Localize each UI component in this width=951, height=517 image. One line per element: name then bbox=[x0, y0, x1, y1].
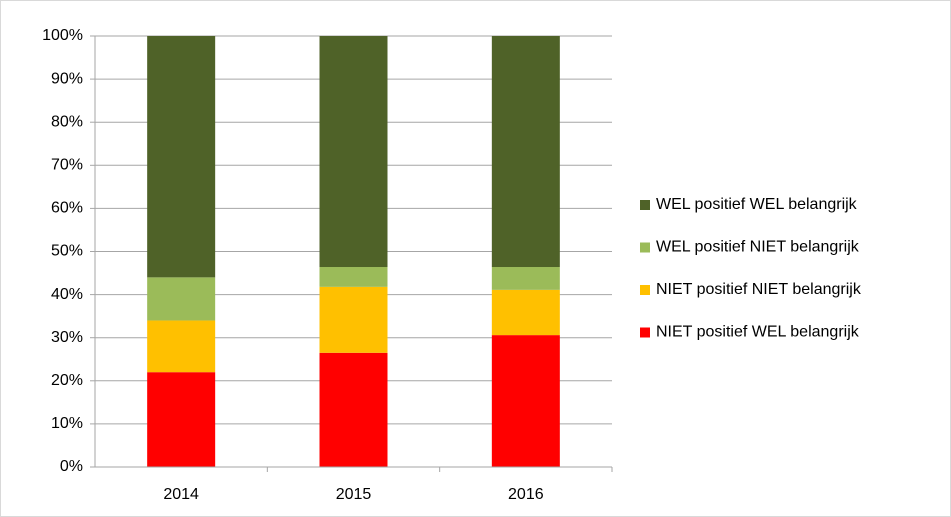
y-tick-label: 70% bbox=[51, 157, 83, 174]
y-tick-label: 50% bbox=[51, 243, 83, 260]
legend-label: NIET positief NIET belangrijk bbox=[656, 281, 862, 298]
legend-label: NIET positief WEL belangrijk bbox=[656, 324, 860, 341]
bar-segment bbox=[319, 352, 388, 467]
legend-label: WEL positief NIET belangrijk bbox=[656, 239, 860, 256]
x-tick-label: 2015 bbox=[336, 486, 372, 503]
bar-segment bbox=[491, 267, 560, 290]
bar-segment bbox=[319, 36, 388, 268]
legend-swatch bbox=[640, 285, 650, 295]
y-tick-label: 90% bbox=[51, 70, 83, 87]
x-tick-label: 2016 bbox=[508, 486, 544, 503]
y-tick-label: 10% bbox=[51, 415, 83, 432]
y-tick-label: 20% bbox=[51, 372, 83, 389]
bar-segment bbox=[147, 36, 216, 278]
y-tick-label: 60% bbox=[51, 200, 83, 217]
bar-segment bbox=[147, 277, 216, 321]
bar-segment bbox=[147, 320, 216, 373]
bar-segment bbox=[319, 267, 388, 287]
bar-segment bbox=[491, 36, 560, 268]
bar-segment bbox=[491, 289, 560, 336]
legend-swatch bbox=[640, 327, 650, 338]
y-tick-label: 0% bbox=[60, 458, 83, 475]
bar-segment bbox=[319, 286, 388, 353]
bar-segment bbox=[147, 372, 216, 467]
legend-label: WEL positief WEL belangrijk bbox=[656, 196, 858, 213]
y-tick-label: 80% bbox=[51, 113, 83, 130]
y-tick-label: 100% bbox=[42, 27, 83, 44]
legend-swatch bbox=[640, 242, 650, 253]
y-tick-label: 40% bbox=[51, 286, 83, 303]
bar-segment bbox=[491, 335, 560, 467]
legend-swatch bbox=[640, 200, 650, 210]
x-tick-label: 2014 bbox=[163, 486, 199, 503]
y-tick-label: 30% bbox=[51, 329, 83, 346]
